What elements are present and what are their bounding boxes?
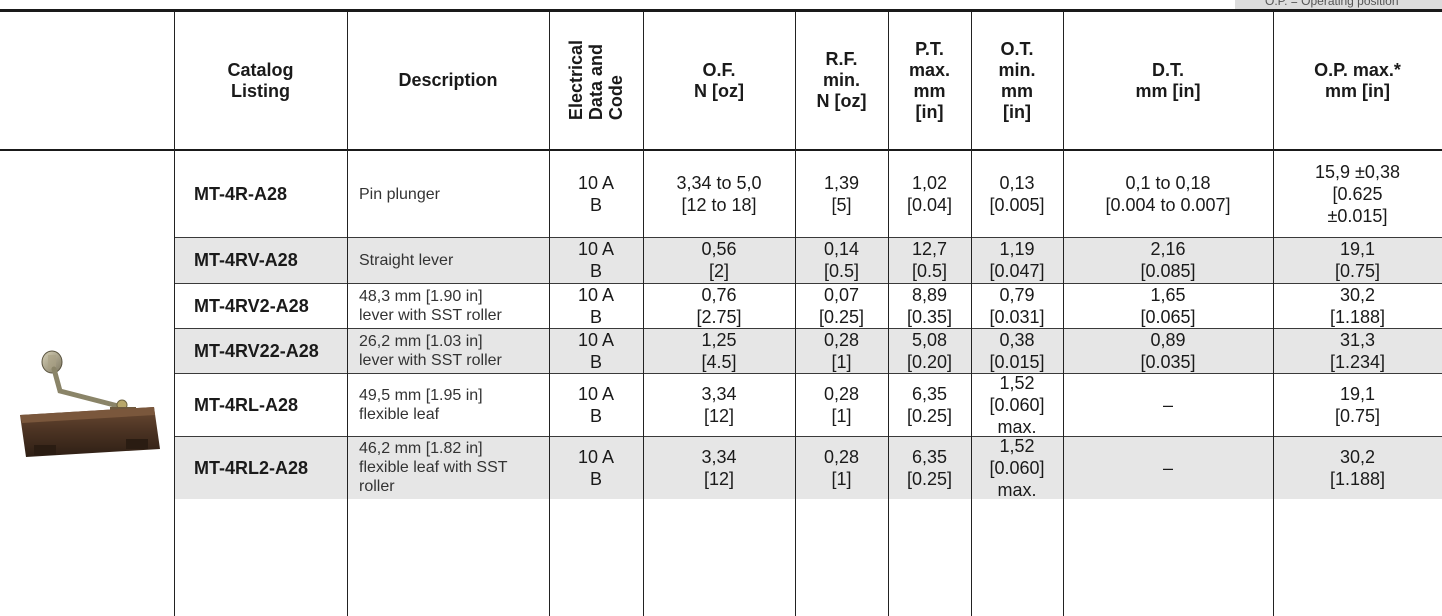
- pretravel-cell: 6,35 [0.25]: [906, 446, 953, 489]
- row-divider: [174, 328, 1442, 329]
- operating-force-cell: 3,34 [12]: [701, 446, 737, 489]
- column-divider: [1063, 12, 1064, 616]
- header-description: Description: [398, 70, 498, 90]
- header-ot: O.T. min. mm [in]: [998, 38, 1036, 122]
- pretravel-cell: 6,35 [0.25]: [906, 383, 953, 426]
- header-rule: [0, 149, 1442, 151]
- column-divider: [971, 12, 972, 616]
- catalog-listing-cell: MT-4RL2-A28: [194, 457, 309, 478]
- operating-force-cell: 1,25 [4.5]: [701, 329, 737, 372]
- differential-travel-cell: 0,1 to 0,18 [0.004 to 0.007]: [1105, 173, 1231, 215]
- electrical-code-cell: 10 A B: [577, 329, 615, 372]
- release-force-cell: 0,28 [1]: [823, 446, 860, 489]
- overtravel-cell: 1,52 [0.060] max.: [989, 435, 1045, 500]
- pretravel-cell: 8,89 [0.35]: [906, 284, 953, 327]
- header-catalog-listing: Catalog Listing: [227, 59, 294, 101]
- overtravel-cell: 1,52 [0.060] max.: [989, 372, 1045, 437]
- electrical-code-cell: 10 A B: [577, 239, 615, 281]
- differential-travel-cell: 0,89 [0.035]: [1140, 329, 1196, 372]
- electrical-code-cell: 10 A B: [577, 383, 615, 426]
- header-of: O.F. N [oz]: [694, 59, 744, 101]
- operating-position-cell: 19,1 [0.75]: [1334, 383, 1381, 426]
- catalog-listing-cell: MT-4R-A28: [194, 184, 288, 204]
- header-dt: D.T. mm [in]: [1135, 59, 1201, 101]
- release-force-cell: 0,28 [1]: [823, 329, 860, 372]
- table-row: MT-4RL2-A28 46,2 mm [1.82 in] flexible le…: [174, 435, 1442, 500]
- catalog-listing-cell: MT-4RL-A28: [194, 394, 299, 415]
- limit-switch-photo: [20, 350, 160, 457]
- header-electrical-data: Electrical Data and Code: [566, 40, 626, 121]
- operating-position-cell: 30,2 [1.188]: [1329, 284, 1386, 327]
- column-divider: [1273, 12, 1274, 616]
- overtravel-cell: 1,19 [0.047]: [989, 239, 1045, 281]
- electrical-code-cell: 10 A B: [577, 284, 615, 327]
- overtravel-cell: 0,79 [0.031]: [989, 284, 1045, 327]
- header-rf: R.F. min. N [oz]: [816, 49, 867, 111]
- header-op-max: O.P. max.* mm [in]: [1314, 59, 1401, 101]
- catalog-listing-cell: MT-4RV-A28: [194, 250, 298, 270]
- description-cell: 26,2 mm [1.03 in] lever with SST roller: [359, 332, 502, 369]
- description-cell: Pin plunger: [359, 185, 440, 203]
- catalog-listing-cell: MT-4RV22-A28: [194, 340, 319, 361]
- differential-travel-cell: –: [1162, 394, 1173, 415]
- table-row: MT-4RV-A28 Straight lever 10 A B 0,56 [2] 0,…: [174, 237, 1442, 283]
- operating-force-cell: 0,76 [2.75]: [696, 284, 742, 327]
- table-row: MT-4RL-A28 49,5 mm [1.95 in] flexible lea…: [174, 372, 1442, 437]
- pretravel-cell: 5,08 [0.20]: [906, 329, 953, 372]
- column-divider: [347, 12, 348, 616]
- top-rule: [0, 9, 1442, 12]
- overtravel-cell: 0,13 [0.005]: [989, 173, 1045, 215]
- row-divider: [174, 237, 1442, 238]
- table-row: MT-4RV2-A28 48,3 mm [1.90 in] lever with …: [174, 283, 1442, 328]
- differential-travel-cell: –: [1162, 457, 1173, 478]
- release-force-cell: 0,07 [0.25]: [818, 284, 865, 327]
- differential-travel-cell: 1,65 [0.065]: [1140, 284, 1196, 327]
- release-force-cell: 0,14 [0.5]: [823, 239, 860, 281]
- release-force-cell: 1,39 [5]: [823, 173, 860, 215]
- description-cell: 48,3 mm [1.90 in] lever with SST roller: [359, 287, 502, 324]
- header-pt: P.T. max. mm [in]: [908, 38, 951, 122]
- column-divider: [549, 12, 550, 616]
- column-divider: [174, 12, 175, 616]
- table-row: MT-4RV22-A28 26,2 mm [1.03 in] lever with…: [174, 328, 1442, 373]
- pretravel-cell: 12,7 [0.5]: [911, 239, 948, 281]
- release-force-cell: 0,28 [1]: [823, 383, 860, 426]
- operating-force-cell: 0,56 [2]: [701, 239, 737, 281]
- row-divider: [174, 436, 1442, 437]
- table-row: MT-4R-A28 Pin plunger 10 A B 3,34 to 5,0 [1…: [174, 151, 1442, 237]
- differential-travel-cell: 2,16 [0.085]: [1140, 239, 1196, 281]
- column-divider: [643, 12, 644, 616]
- operating-position-cell: 15,9 ±0,38 [0.625 ±0.015]: [1315, 162, 1400, 226]
- catalog-listing-cell: MT-4RV2-A28: [194, 295, 309, 316]
- operating-position-cell: 31,3 [1.234]: [1329, 329, 1386, 372]
- description-cell: 46,2 mm [1.82 in] flexible leaf with SST…: [359, 440, 508, 495]
- operating-force-cell: 3,34 [12]: [701, 383, 737, 426]
- overtravel-cell: 0,38 [0.015]: [989, 329, 1045, 372]
- operating-position-cell: 19,1 [0.75]: [1334, 239, 1381, 281]
- op-footnote: O.P. = Operating position: [1235, 0, 1442, 9]
- operating-force-cell: 3,34 to 5,0 [12 to 18]: [676, 173, 762, 215]
- column-divider: [795, 12, 796, 616]
- row-divider: [174, 373, 1442, 374]
- column-divider: [888, 12, 889, 616]
- description-cell: Straight lever: [359, 251, 454, 269]
- operating-position-cell: 30,2 [1.188]: [1329, 446, 1386, 489]
- pretravel-cell: 1,02 [0.04]: [906, 173, 953, 215]
- row-divider: [174, 283, 1442, 284]
- description-cell: 49,5 mm [1.95 in] flexible leaf: [359, 386, 483, 423]
- electrical-code-cell: 10 A B: [577, 173, 615, 215]
- electrical-code-cell: 10 A B: [577, 446, 615, 489]
